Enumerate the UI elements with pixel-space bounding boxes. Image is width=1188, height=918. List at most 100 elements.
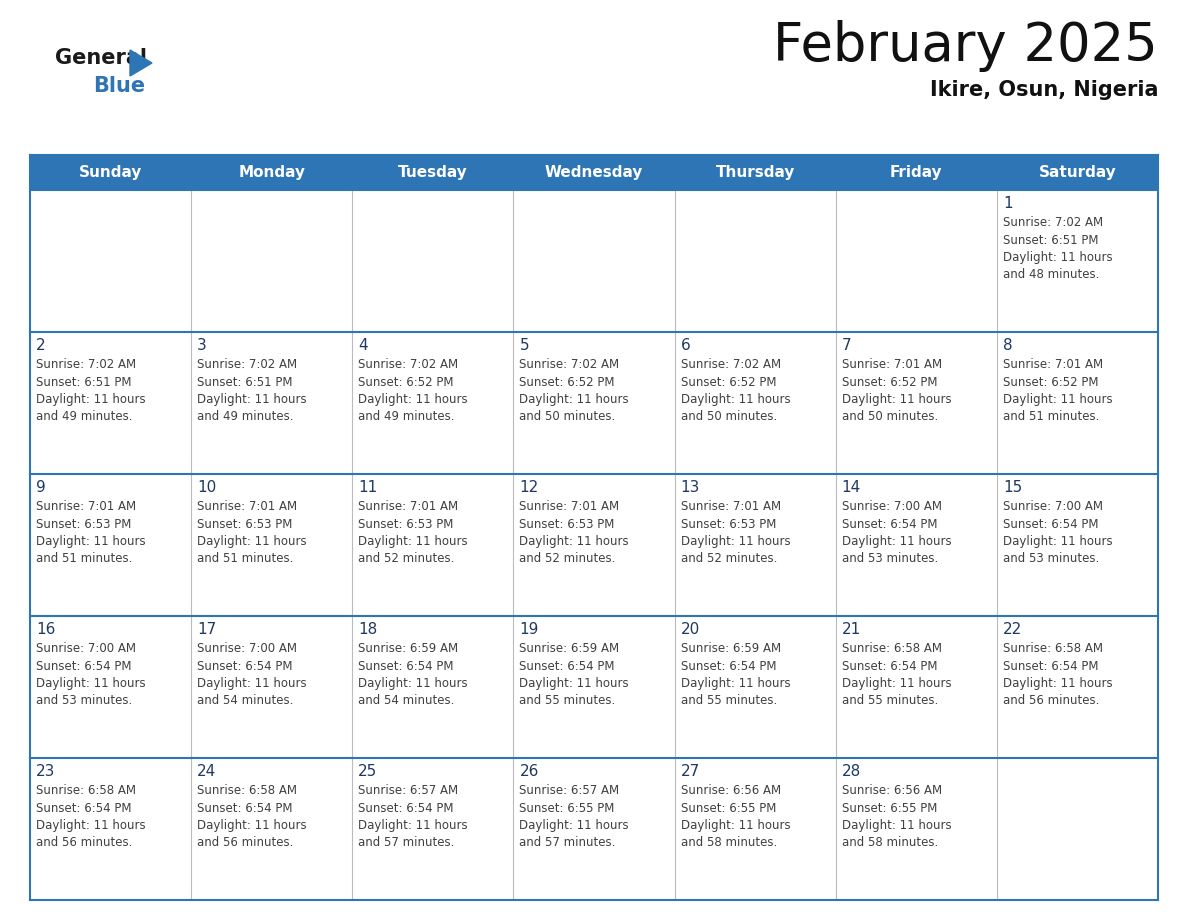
Bar bbox=[353, 332, 513, 474]
Bar bbox=[30, 190, 191, 332]
Text: and 56 minutes.: and 56 minutes. bbox=[1003, 695, 1099, 708]
Text: Sunset: 6:52 PM: Sunset: 6:52 PM bbox=[519, 375, 615, 388]
Text: Sunset: 6:52 PM: Sunset: 6:52 PM bbox=[681, 375, 776, 388]
Text: and 57 minutes.: and 57 minutes. bbox=[359, 836, 455, 849]
Text: Sunset: 6:53 PM: Sunset: 6:53 PM bbox=[519, 518, 615, 531]
Text: and 49 minutes.: and 49 minutes. bbox=[36, 410, 133, 423]
Text: 7: 7 bbox=[842, 338, 852, 353]
Text: Sunset: 6:54 PM: Sunset: 6:54 PM bbox=[359, 801, 454, 814]
Text: Sunrise: 6:58 AM: Sunrise: 6:58 AM bbox=[842, 642, 942, 655]
Text: Sunrise: 7:01 AM: Sunrise: 7:01 AM bbox=[681, 500, 781, 513]
Text: and 53 minutes.: and 53 minutes. bbox=[842, 553, 939, 565]
Text: Sunday: Sunday bbox=[78, 165, 143, 180]
Text: and 50 minutes.: and 50 minutes. bbox=[681, 410, 777, 423]
Bar bbox=[997, 190, 1158, 332]
Bar bbox=[30, 758, 191, 900]
Text: Daylight: 11 hours: Daylight: 11 hours bbox=[359, 819, 468, 832]
Text: Sunrise: 6:58 AM: Sunrise: 6:58 AM bbox=[36, 784, 135, 797]
Text: Daylight: 11 hours: Daylight: 11 hours bbox=[842, 535, 952, 548]
Text: Ikire, Osun, Nigeria: Ikire, Osun, Nigeria bbox=[929, 80, 1158, 100]
Text: 13: 13 bbox=[681, 480, 700, 495]
Bar bbox=[191, 758, 353, 900]
Text: and 50 minutes.: and 50 minutes. bbox=[519, 410, 615, 423]
Text: Sunset: 6:53 PM: Sunset: 6:53 PM bbox=[36, 518, 132, 531]
Bar bbox=[835, 190, 997, 332]
Text: 17: 17 bbox=[197, 622, 216, 637]
Text: 4: 4 bbox=[359, 338, 368, 353]
Text: Sunrise: 7:01 AM: Sunrise: 7:01 AM bbox=[197, 500, 297, 513]
Text: Tuesday: Tuesday bbox=[398, 165, 468, 180]
Bar bbox=[30, 155, 1158, 190]
Text: Sunrise: 6:57 AM: Sunrise: 6:57 AM bbox=[519, 784, 620, 797]
Text: Sunrise: 7:02 AM: Sunrise: 7:02 AM bbox=[36, 358, 137, 371]
Bar bbox=[513, 474, 675, 616]
Bar bbox=[835, 332, 997, 474]
Text: Sunrise: 7:02 AM: Sunrise: 7:02 AM bbox=[519, 358, 620, 371]
Text: 16: 16 bbox=[36, 622, 56, 637]
Text: Sunset: 6:52 PM: Sunset: 6:52 PM bbox=[359, 375, 454, 388]
Text: Daylight: 11 hours: Daylight: 11 hours bbox=[359, 535, 468, 548]
Text: Daylight: 11 hours: Daylight: 11 hours bbox=[519, 393, 630, 406]
Text: and 56 minutes.: and 56 minutes. bbox=[36, 836, 132, 849]
Text: Daylight: 11 hours: Daylight: 11 hours bbox=[681, 819, 790, 832]
Text: and 51 minutes.: and 51 minutes. bbox=[1003, 410, 1099, 423]
Text: and 54 minutes.: and 54 minutes. bbox=[359, 695, 455, 708]
Bar bbox=[191, 616, 353, 758]
Bar bbox=[513, 190, 675, 332]
Text: Wednesday: Wednesday bbox=[545, 165, 643, 180]
Text: Sunrise: 6:59 AM: Sunrise: 6:59 AM bbox=[681, 642, 781, 655]
Text: Thursday: Thursday bbox=[715, 165, 795, 180]
Text: Sunrise: 6:56 AM: Sunrise: 6:56 AM bbox=[681, 784, 781, 797]
Text: and 51 minutes.: and 51 minutes. bbox=[197, 553, 293, 565]
Text: February 2025: February 2025 bbox=[773, 20, 1158, 72]
Text: Sunset: 6:54 PM: Sunset: 6:54 PM bbox=[842, 518, 937, 531]
Text: Sunrise: 7:02 AM: Sunrise: 7:02 AM bbox=[681, 358, 781, 371]
Text: Daylight: 11 hours: Daylight: 11 hours bbox=[197, 393, 307, 406]
Text: 8: 8 bbox=[1003, 338, 1012, 353]
Text: Daylight: 11 hours: Daylight: 11 hours bbox=[519, 819, 630, 832]
Polygon shape bbox=[129, 50, 152, 76]
Text: Sunrise: 7:01 AM: Sunrise: 7:01 AM bbox=[1003, 358, 1102, 371]
Text: Sunrise: 7:02 AM: Sunrise: 7:02 AM bbox=[359, 358, 459, 371]
Bar bbox=[191, 474, 353, 616]
Bar bbox=[675, 474, 835, 616]
Bar bbox=[513, 332, 675, 474]
Text: Sunset: 6:53 PM: Sunset: 6:53 PM bbox=[197, 518, 292, 531]
Text: Daylight: 11 hours: Daylight: 11 hours bbox=[197, 677, 307, 690]
Text: Sunset: 6:54 PM: Sunset: 6:54 PM bbox=[197, 659, 292, 673]
Text: 28: 28 bbox=[842, 764, 861, 779]
Text: Sunset: 6:51 PM: Sunset: 6:51 PM bbox=[1003, 233, 1099, 247]
Text: and 53 minutes.: and 53 minutes. bbox=[1003, 553, 1099, 565]
Text: 5: 5 bbox=[519, 338, 529, 353]
Text: and 49 minutes.: and 49 minutes. bbox=[197, 410, 293, 423]
Text: Sunset: 6:51 PM: Sunset: 6:51 PM bbox=[36, 375, 132, 388]
Text: and 52 minutes.: and 52 minutes. bbox=[519, 553, 615, 565]
Text: and 56 minutes.: and 56 minutes. bbox=[197, 836, 293, 849]
Bar bbox=[835, 474, 997, 616]
Text: Monday: Monday bbox=[239, 165, 305, 180]
Text: Sunset: 6:54 PM: Sunset: 6:54 PM bbox=[681, 659, 776, 673]
Text: Friday: Friday bbox=[890, 165, 942, 180]
Text: Blue: Blue bbox=[93, 76, 145, 96]
Text: Sunset: 6:52 PM: Sunset: 6:52 PM bbox=[842, 375, 937, 388]
Text: 25: 25 bbox=[359, 764, 378, 779]
Text: 15: 15 bbox=[1003, 480, 1022, 495]
Text: 6: 6 bbox=[681, 338, 690, 353]
Text: General: General bbox=[55, 48, 147, 68]
Bar bbox=[353, 758, 513, 900]
Text: 9: 9 bbox=[36, 480, 46, 495]
Text: Daylight: 11 hours: Daylight: 11 hours bbox=[519, 677, 630, 690]
Bar bbox=[353, 616, 513, 758]
Text: Sunset: 6:55 PM: Sunset: 6:55 PM bbox=[842, 801, 937, 814]
Text: Sunrise: 7:02 AM: Sunrise: 7:02 AM bbox=[1003, 216, 1102, 229]
Text: Saturday: Saturday bbox=[1038, 165, 1117, 180]
Text: 19: 19 bbox=[519, 622, 539, 637]
Text: Sunrise: 7:02 AM: Sunrise: 7:02 AM bbox=[197, 358, 297, 371]
Text: Daylight: 11 hours: Daylight: 11 hours bbox=[359, 393, 468, 406]
Text: Sunset: 6:54 PM: Sunset: 6:54 PM bbox=[36, 659, 132, 673]
Text: Sunrise: 6:57 AM: Sunrise: 6:57 AM bbox=[359, 784, 459, 797]
Text: 12: 12 bbox=[519, 480, 538, 495]
Text: Daylight: 11 hours: Daylight: 11 hours bbox=[359, 677, 468, 690]
Text: and 52 minutes.: and 52 minutes. bbox=[681, 553, 777, 565]
Text: 11: 11 bbox=[359, 480, 378, 495]
